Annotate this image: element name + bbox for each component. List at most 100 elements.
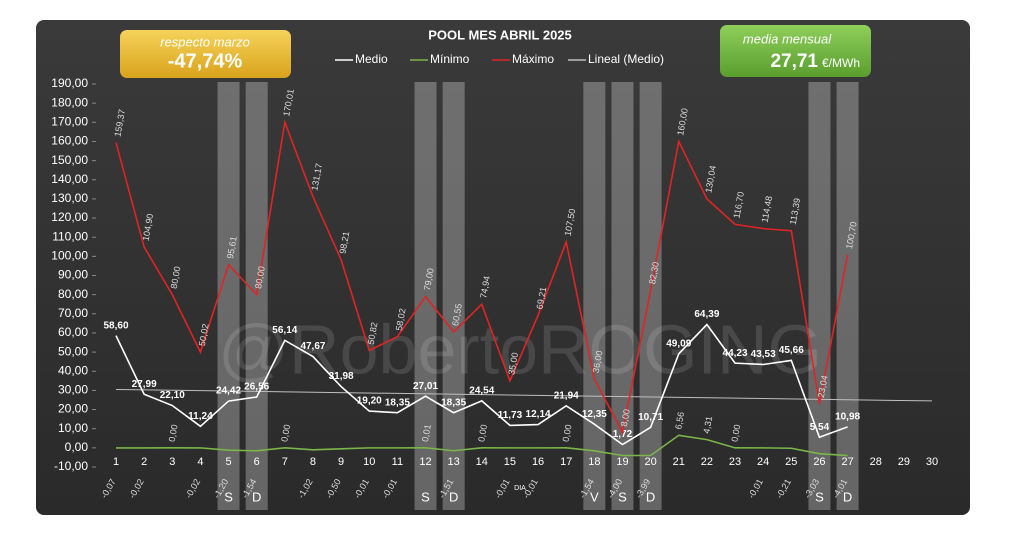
trend-line	[115, 388, 933, 402]
data-label: 58,60	[103, 320, 128, 331]
y-tick-label: 70,00	[58, 306, 88, 320]
x-tick-label: 26	[813, 456, 825, 468]
legend-label: Lineal (Medio)	[588, 52, 664, 66]
box-right-label: media mensual	[743, 31, 832, 46]
data-label: 95,61	[225, 236, 239, 260]
weekend-band	[583, 82, 606, 510]
box-left-value: -47,74%	[168, 50, 243, 72]
x-tick-label: 27	[841, 456, 853, 468]
weekend-band	[836, 82, 859, 510]
data-label: 0,00	[476, 424, 489, 443]
data-label: 160,00	[675, 107, 690, 136]
data-label: 27,99	[132, 379, 157, 390]
y-tick-label: 110,00	[52, 229, 88, 243]
y-tick-label: 40,00	[58, 363, 88, 377]
y-tick-label: 150,00	[51, 153, 88, 167]
y-tick-label: 130,00	[51, 191, 88, 205]
y-tick-label: 170,00	[51, 114, 88, 128]
data-label: 69,21	[535, 286, 549, 310]
data-label: 0,00	[167, 424, 180, 443]
x-tick-label: 28	[870, 456, 882, 468]
data-label: 8,00	[619, 408, 632, 427]
series-line	[115, 119, 849, 435]
x-tick-label: 11	[392, 456, 403, 468]
weekend-band	[217, 82, 240, 510]
weekend-label: S	[224, 489, 233, 504]
x-tick-label: 14	[476, 456, 488, 468]
weekend-band	[245, 82, 268, 510]
data-label: 10,71	[638, 412, 663, 423]
x-tick-label: 25	[785, 456, 797, 468]
x-tick-label: 8	[310, 456, 316, 468]
weekend-band	[808, 82, 831, 510]
data-label: 113,39	[788, 197, 803, 225]
legend-label: Máximo	[512, 52, 554, 66]
data-label: 10,98	[835, 411, 860, 422]
y-tick-label: 190,00	[51, 76, 88, 90]
data-label: 104,90	[141, 213, 156, 242]
x-tick-label: 22	[701, 456, 713, 468]
y-tick-label: 160,00	[51, 134, 88, 148]
legend-label: Mínimo	[430, 52, 470, 66]
weekend-label: D	[449, 489, 458, 504]
data-label: 49,09	[666, 338, 691, 349]
x-tick-label: 6	[254, 456, 260, 468]
y-tick-label: 100,00	[51, 249, 88, 263]
data-label: 131,17	[309, 163, 324, 192]
x-tick-label: 18	[588, 456, 600, 468]
data-label: 47,67	[300, 341, 325, 352]
y-tick-label: 50,00	[58, 344, 88, 358]
box-left-label: respecto marzo	[160, 34, 250, 49]
box-right-unit: €/MWh	[822, 56, 860, 70]
y-tick-label: 0,00	[65, 440, 89, 454]
data-label: 82,30	[647, 261, 661, 285]
y-tick-label: 140,00	[51, 172, 88, 186]
x-tick-label: 3	[169, 456, 175, 468]
y-tick-label: 180,00	[51, 95, 88, 109]
data-label: 44,23	[723, 348, 748, 359]
data-label: 23,04	[816, 375, 830, 399]
y-tick-label: 60,00	[58, 325, 88, 339]
data-label: 1,72	[613, 429, 633, 440]
x-tick-label: 19	[616, 456, 628, 468]
x-tick-label: 12	[419, 456, 431, 468]
legend-label: Medio	[355, 52, 388, 66]
data-label: 50,02	[197, 323, 211, 347]
weekend-band	[442, 82, 465, 510]
data-label: 64,39	[694, 309, 719, 320]
data-label: 58,02	[394, 308, 408, 332]
y-tick-label: 90,00	[58, 268, 88, 282]
x-tick-label: 13	[448, 456, 460, 468]
box-left	[120, 30, 291, 78]
data-label: 18,35	[441, 397, 466, 408]
data-label: 27,01	[413, 381, 438, 392]
weekend-label: D	[646, 489, 655, 504]
data-label: 74,94	[478, 275, 492, 299]
data-label: 26,56	[244, 382, 269, 393]
watermark: @RobertoROGING	[218, 310, 822, 388]
data-label: 21,94	[554, 390, 579, 401]
data-label: 6,56	[673, 411, 686, 430]
data-label: 170,01	[281, 88, 296, 117]
chart-title: POOL MES ABRIL 2025	[428, 27, 572, 42]
x-tick-label: 30	[926, 456, 938, 468]
data-label: 45,66	[779, 345, 804, 356]
series-line	[115, 434, 848, 457]
x-tick-label: 9	[338, 456, 344, 468]
data-label: 18,35	[385, 397, 410, 408]
data-label: 12,35	[582, 409, 607, 420]
y-tick-label: -10,00	[54, 459, 88, 473]
data-label: 11,73	[498, 410, 523, 421]
x-tick-label: 29	[898, 456, 910, 468]
y-tick-label: 10,00	[58, 421, 88, 435]
y-tick-label: 120,00	[51, 210, 88, 224]
data-label: 24,42	[216, 386, 241, 397]
data-label: 159,37	[112, 109, 127, 138]
x-tick-label: 5	[225, 456, 231, 468]
box-right	[720, 25, 871, 77]
y-tick-label: 30,00	[58, 383, 88, 397]
data-label: 22,10	[160, 390, 185, 401]
data-label: 114,48	[760, 195, 775, 223]
